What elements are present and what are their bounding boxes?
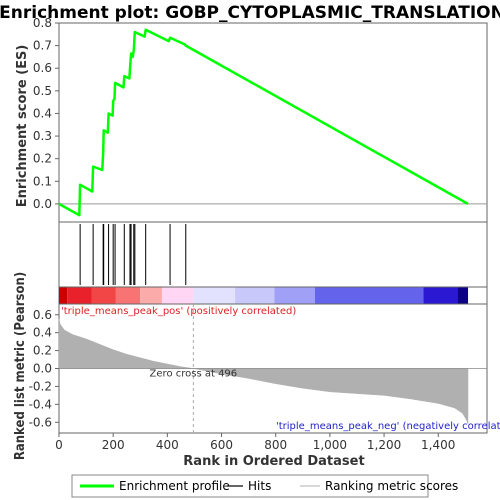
es-y-tick-label: 0.7 <box>33 39 52 53</box>
rank-y-tick-label: -0.4 <box>29 397 52 411</box>
rank-y-tick-label: -0.6 <box>29 415 52 429</box>
x-axis-label: Rank in Ordered Dataset <box>183 454 364 469</box>
legend-frame <box>71 474 429 498</box>
positive-correlation-label: 'triple_means_peak_pos' (positively corr… <box>61 306 296 317</box>
es-y-tick-label: 0.5 <box>33 84 52 98</box>
hits-panel-frame <box>58 221 488 288</box>
enrichment-profile-line <box>58 28 469 217</box>
x-tick-label: 600 <box>210 438 233 452</box>
color-bar-segment <box>140 287 162 304</box>
es-y-tick-label: 0.0 <box>33 197 52 211</box>
rank-y-tick-label: 0.6 <box>33 308 52 322</box>
rank-y-tick-label: 0.4 <box>33 326 52 340</box>
chart-title: Enrichment plot: GOBP_CYTOPLASMIC_TRANSL… <box>0 3 500 23</box>
color-bar-segment <box>91 287 116 304</box>
color-bar-segment <box>67 287 92 304</box>
rank-y-tick-label: -0.2 <box>29 379 52 393</box>
ranking-metric-area <box>58 319 469 425</box>
color-bar-segment <box>59 287 68 304</box>
negative-correlation-label: 'triple_means_peak_neg' (negatively corr… <box>276 421 500 432</box>
x-tick-label: 800 <box>264 438 287 452</box>
color-bar-segment <box>274 287 315 304</box>
x-tick-label: 1,000 <box>313 438 347 452</box>
rank-y-tick-label: 0.2 <box>33 344 52 358</box>
zero-cross-label: Zero cross at 496 <box>150 369 238 380</box>
es-y-tick-label: 0.1 <box>33 174 52 188</box>
x-tick-label: 0 <box>55 438 63 452</box>
es-panel-frame <box>58 22 488 223</box>
x-axis: 0 200 400 600 800 1,000 1,200 1,400 <box>55 433 455 452</box>
color-bar-segment <box>235 287 275 304</box>
legend-label: Ranking metric scores <box>325 479 458 493</box>
legend-label: Enrichment profile <box>119 479 230 493</box>
es-y-tick-label: 0.6 <box>33 61 52 75</box>
es-y-axis-label: Enrichment score (ES) <box>15 45 30 208</box>
legend-label: Hits <box>248 479 271 493</box>
color-bar-segment <box>457 287 469 304</box>
x-tick-label: 200 <box>102 438 125 452</box>
color-bar-segment <box>115 287 141 304</box>
x-tick-label: 1,400 <box>421 438 455 452</box>
color-bar-segment <box>423 287 458 304</box>
rank-y-tick-label: 0.0 <box>33 362 52 376</box>
color-bar <box>58 286 488 305</box>
hits-panel <box>58 221 488 288</box>
es-panel: 0.0 0.1 0.2 0.3 0.4 0.5 0.6 0.7 0.8 <box>33 16 488 223</box>
es-y-tick-label: 0.4 <box>33 106 52 120</box>
rank-panel: -0.6 -0.4 -0.2 0.0 0.2 0.4 0.6 Zero cross at 49… <box>29 303 500 434</box>
color-bar-segment <box>193 287 236 304</box>
es-y-tick-label: 0.3 <box>33 129 52 143</box>
color-bar-segment <box>314 287 424 304</box>
es-y-tick-label: 0.2 <box>33 152 52 166</box>
color-bar-segment <box>161 287 194 304</box>
x-tick-label: 1,200 <box>367 438 401 452</box>
x-tick-label: 400 <box>156 438 179 452</box>
legend: Enrichment profile Hits Ranking metric sco… <box>71 474 458 498</box>
rank-y-axis-label: Ranked list metric (Pearson) <box>12 272 27 460</box>
es-y-tick-label: 0.8 <box>33 16 52 30</box>
